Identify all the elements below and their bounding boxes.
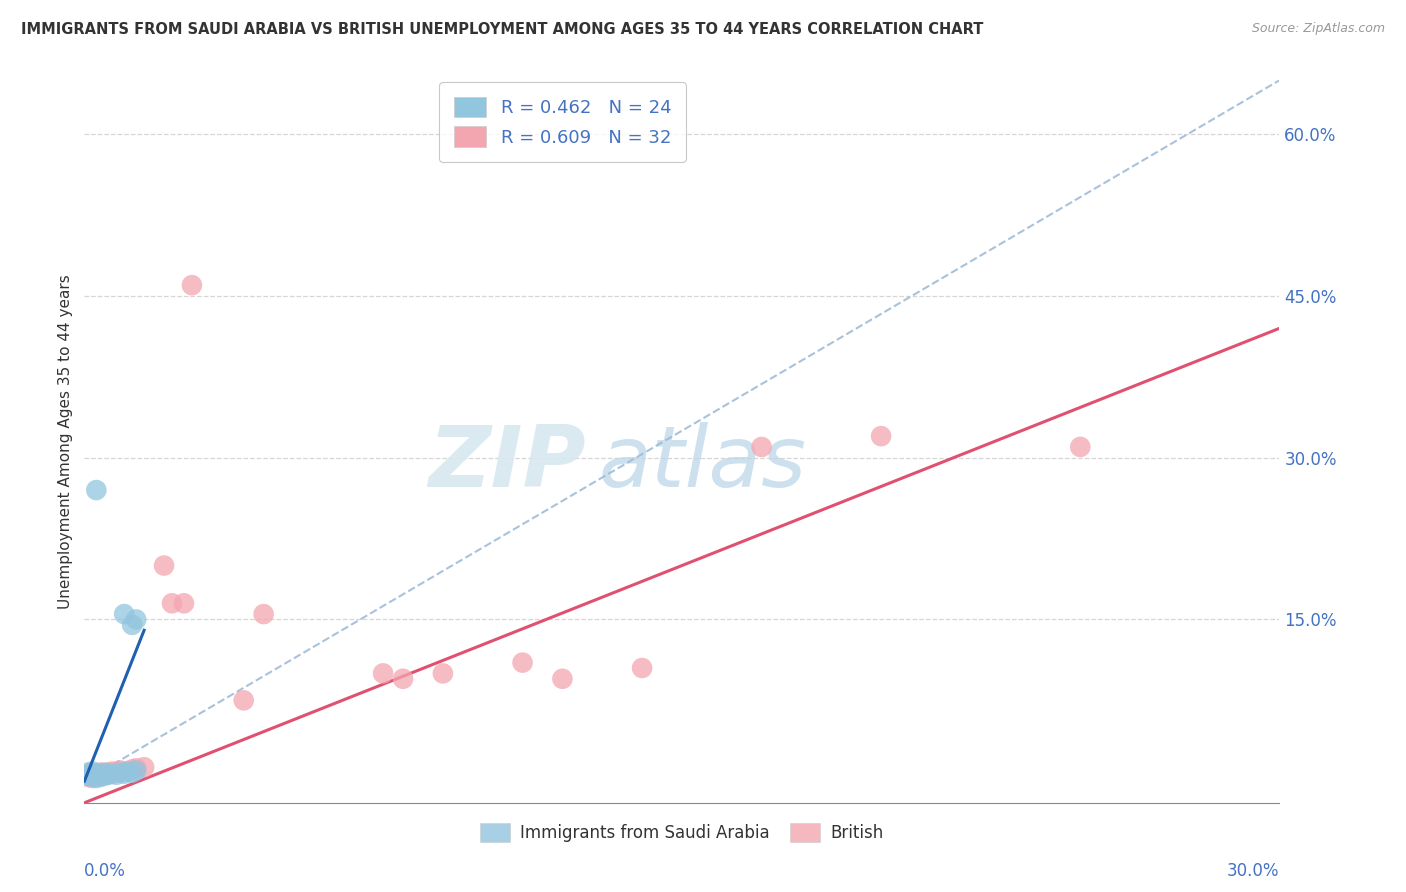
Point — [93, 765, 115, 780]
Point — [82, 764, 104, 779]
Point — [89, 768, 111, 782]
Point — [512, 656, 534, 670]
Point — [89, 770, 111, 784]
Point — [105, 768, 128, 782]
Text: 0.0%: 0.0% — [84, 862, 127, 880]
Point — [125, 764, 148, 778]
Point — [173, 596, 195, 610]
Point — [105, 765, 128, 780]
Point — [86, 771, 108, 785]
Point — [89, 768, 111, 782]
Point — [77, 765, 100, 780]
Point — [77, 770, 100, 784]
Point — [121, 765, 143, 780]
Point — [112, 764, 135, 779]
Point — [101, 764, 124, 779]
Point — [181, 278, 204, 293]
Point — [86, 769, 108, 783]
Point — [373, 666, 395, 681]
Point — [153, 558, 176, 573]
Point — [82, 768, 104, 782]
Point — [121, 618, 143, 632]
Point — [93, 766, 115, 780]
Point — [86, 766, 108, 780]
Point — [232, 693, 254, 707]
Point — [97, 768, 120, 782]
Point — [132, 760, 156, 774]
Point — [77, 768, 100, 782]
Text: ZIP: ZIP — [429, 422, 586, 505]
Text: IMMIGRANTS FROM SAUDI ARABIA VS BRITISH UNEMPLOYMENT AMONG AGES 35 TO 44 YEARS C: IMMIGRANTS FROM SAUDI ARABIA VS BRITISH … — [21, 22, 983, 37]
Y-axis label: Unemployment Among Ages 35 to 44 years: Unemployment Among Ages 35 to 44 years — [58, 274, 73, 609]
Point — [86, 483, 108, 497]
Point — [121, 763, 143, 777]
Point — [82, 771, 104, 785]
Point — [89, 765, 111, 780]
Point — [101, 766, 124, 780]
Text: atlas: atlas — [599, 422, 806, 505]
Point — [110, 765, 132, 780]
Point — [112, 607, 135, 621]
Point — [77, 769, 100, 783]
Point — [86, 769, 108, 783]
Point — [253, 607, 276, 621]
Point — [870, 429, 893, 443]
Point — [392, 672, 415, 686]
Point — [751, 440, 773, 454]
Point — [160, 596, 183, 610]
Text: 30.0%: 30.0% — [1227, 862, 1279, 880]
Point — [432, 666, 454, 681]
Legend: Immigrants from Saudi Arabia, British: Immigrants from Saudi Arabia, British — [474, 816, 890, 848]
Point — [82, 770, 104, 784]
Point — [82, 769, 104, 783]
Point — [1069, 440, 1091, 454]
Text: Source: ZipAtlas.com: Source: ZipAtlas.com — [1251, 22, 1385, 36]
Point — [117, 764, 139, 779]
Point — [112, 766, 135, 780]
Point — [93, 769, 115, 783]
Point — [125, 761, 148, 775]
Point — [110, 764, 132, 778]
Point — [97, 765, 120, 780]
Point — [86, 766, 108, 780]
Point — [631, 661, 654, 675]
Point — [125, 612, 148, 626]
Point — [551, 672, 574, 686]
